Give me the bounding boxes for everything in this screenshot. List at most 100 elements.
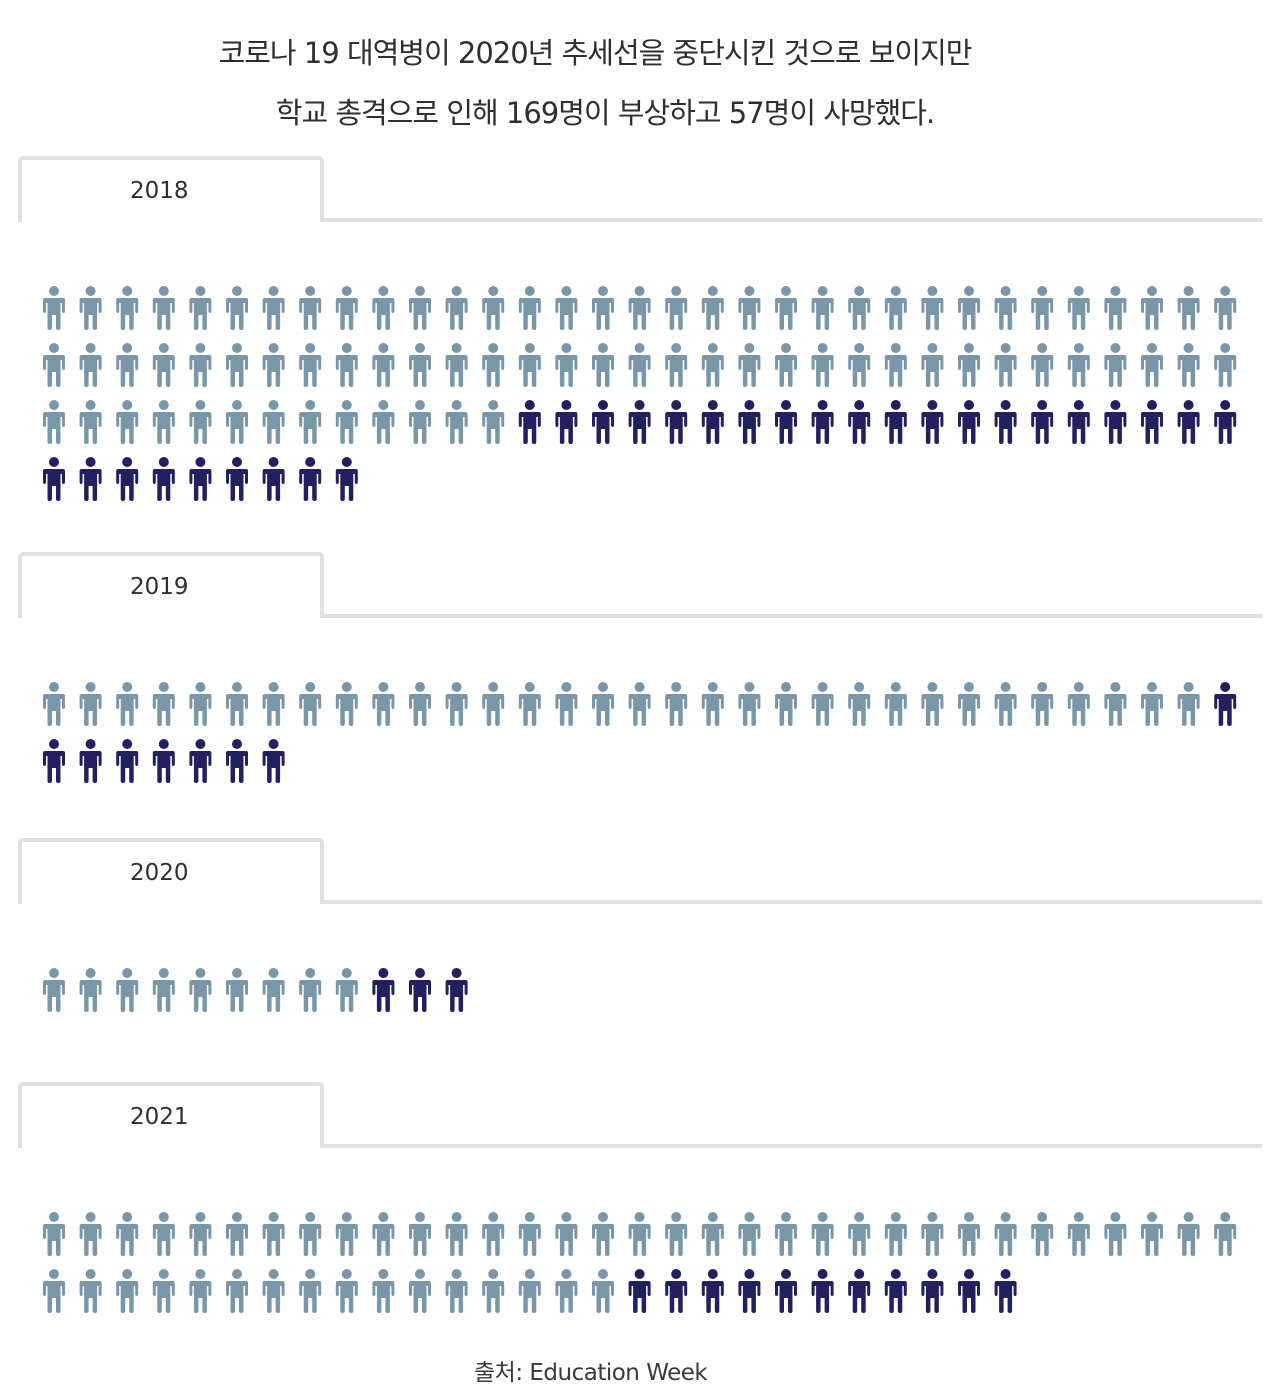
injured-person-icon: [738, 682, 761, 726]
injured-person-icon: [884, 1212, 907, 1256]
injured-person-icon: [409, 400, 431, 444]
killed-person-icon: [884, 1269, 907, 1313]
year-tab-2021: 2021: [18, 1082, 324, 1148]
injured-person-icon: [1067, 1212, 1090, 1256]
injured-person-icon: [116, 286, 139, 330]
injured-person-icon: [335, 1212, 358, 1256]
year-tab-2020: 2020: [18, 838, 324, 904]
injured-person-icon: [1031, 1212, 1054, 1256]
killed-person-icon: [1177, 400, 1200, 444]
injured-person-icon: [152, 286, 175, 330]
injured-person-icon: [335, 968, 358, 1012]
injured-person-icon: [994, 343, 1017, 387]
injured-person-icon: [189, 1269, 212, 1313]
injured-person-icon: [994, 1212, 1017, 1256]
killed-person-icon: [445, 968, 468, 1012]
injured-person-icon: [372, 1269, 395, 1313]
injured-person-icon: [628, 682, 651, 726]
injured-person-icon: [1214, 1212, 1237, 1256]
injured-person-icon: [518, 286, 541, 330]
injured-person-icon: [226, 286, 248, 330]
injured-person-icon: [43, 343, 65, 387]
injured-person-icon: [226, 682, 248, 726]
headline-line-1: 코로나 19 대역병이 2020년 추세선을 중단시킨 것으로 보이지만: [218, 36, 973, 70]
injured-person-icon: [79, 1212, 102, 1256]
injured-person-icon: [79, 1269, 102, 1313]
killed-person-icon: [116, 739, 139, 783]
killed-person-icon: [848, 400, 871, 444]
killed-person-icon: [1104, 400, 1127, 444]
killed-person-icon: [775, 400, 797, 444]
injured-person-icon: [409, 1269, 431, 1313]
year-label-2020: 2020: [130, 860, 189, 886]
injured-person-icon: [299, 682, 322, 726]
injured-person-icon: [409, 343, 431, 387]
killed-person-icon: [335, 457, 358, 501]
killed-person-icon: [226, 457, 248, 501]
injured-person-icon: [1067, 343, 1090, 387]
injured-person-icon: [445, 286, 468, 330]
injured-person-icon: [884, 343, 907, 387]
injured-person-icon: [1104, 1212, 1127, 1256]
injured-person-icon: [335, 682, 358, 726]
injured-person-icon: [555, 682, 578, 726]
injured-person-icon: [958, 343, 980, 387]
injured-person-icon: [665, 286, 688, 330]
injured-person-icon: [226, 1212, 248, 1256]
injured-person-icon: [775, 1212, 797, 1256]
injured-person-icon: [1141, 682, 1163, 726]
injured-person-icon: [299, 400, 322, 444]
injured-person-icon: [1031, 286, 1054, 330]
killed-person-icon: [116, 457, 139, 501]
injured-person-icon: [701, 1212, 724, 1256]
killed-person-icon: [592, 400, 614, 444]
injured-person-icon: [116, 682, 139, 726]
injured-person-icon: [555, 343, 578, 387]
injured-person-icon: [299, 286, 322, 330]
injured-person-icon: [409, 1212, 431, 1256]
pictogram-2019: [43, 682, 1237, 783]
killed-person-icon: [43, 739, 65, 783]
injured-person-icon: [445, 1212, 468, 1256]
injured-person-icon: [262, 1269, 285, 1313]
injured-person-icon: [79, 286, 102, 330]
killed-person-icon: [262, 457, 285, 501]
injured-person-icon: [665, 343, 688, 387]
year-tab-2018: 2018: [18, 156, 324, 222]
killed-person-icon: [958, 1269, 980, 1313]
injured-person-icon: [262, 286, 285, 330]
injured-person-icon: [1177, 1212, 1200, 1256]
killed-person-icon: [409, 968, 431, 1012]
injured-person-icon: [592, 1212, 614, 1256]
injured-person-icon: [958, 1212, 980, 1256]
injured-person-icon: [1031, 682, 1054, 726]
injured-person-icon: [335, 286, 358, 330]
injured-person-icon: [482, 682, 505, 726]
injured-person-icon: [43, 682, 65, 726]
injured-person-icon: [1141, 343, 1163, 387]
killed-person-icon: [152, 739, 175, 783]
injured-person-icon: [811, 286, 834, 330]
killed-person-icon: [884, 400, 907, 444]
injured-person-icon: [775, 343, 797, 387]
injured-person-icon: [152, 1269, 175, 1313]
injured-person-icon: [372, 400, 395, 444]
injured-person-icon: [701, 343, 724, 387]
injured-person-icon: [848, 1212, 871, 1256]
injured-person-icon: [445, 682, 468, 726]
tab-divider-2019: [324, 614, 1262, 618]
injured-person-icon: [701, 286, 724, 330]
injured-person-icon: [775, 682, 797, 726]
injured-person-icon: [848, 682, 871, 726]
injured-person-icon: [116, 1269, 139, 1313]
injured-person-icon: [226, 968, 248, 1012]
injured-person-icon: [1214, 343, 1237, 387]
injured-person-icon: [226, 1269, 248, 1313]
injured-person-icon: [1104, 682, 1127, 726]
pictogram-2020: [43, 968, 468, 1012]
injured-person-icon: [445, 343, 468, 387]
killed-person-icon: [958, 400, 980, 444]
killed-person-icon: [555, 400, 578, 444]
killed-person-icon: [738, 1269, 761, 1313]
injured-person-icon: [43, 1269, 65, 1313]
